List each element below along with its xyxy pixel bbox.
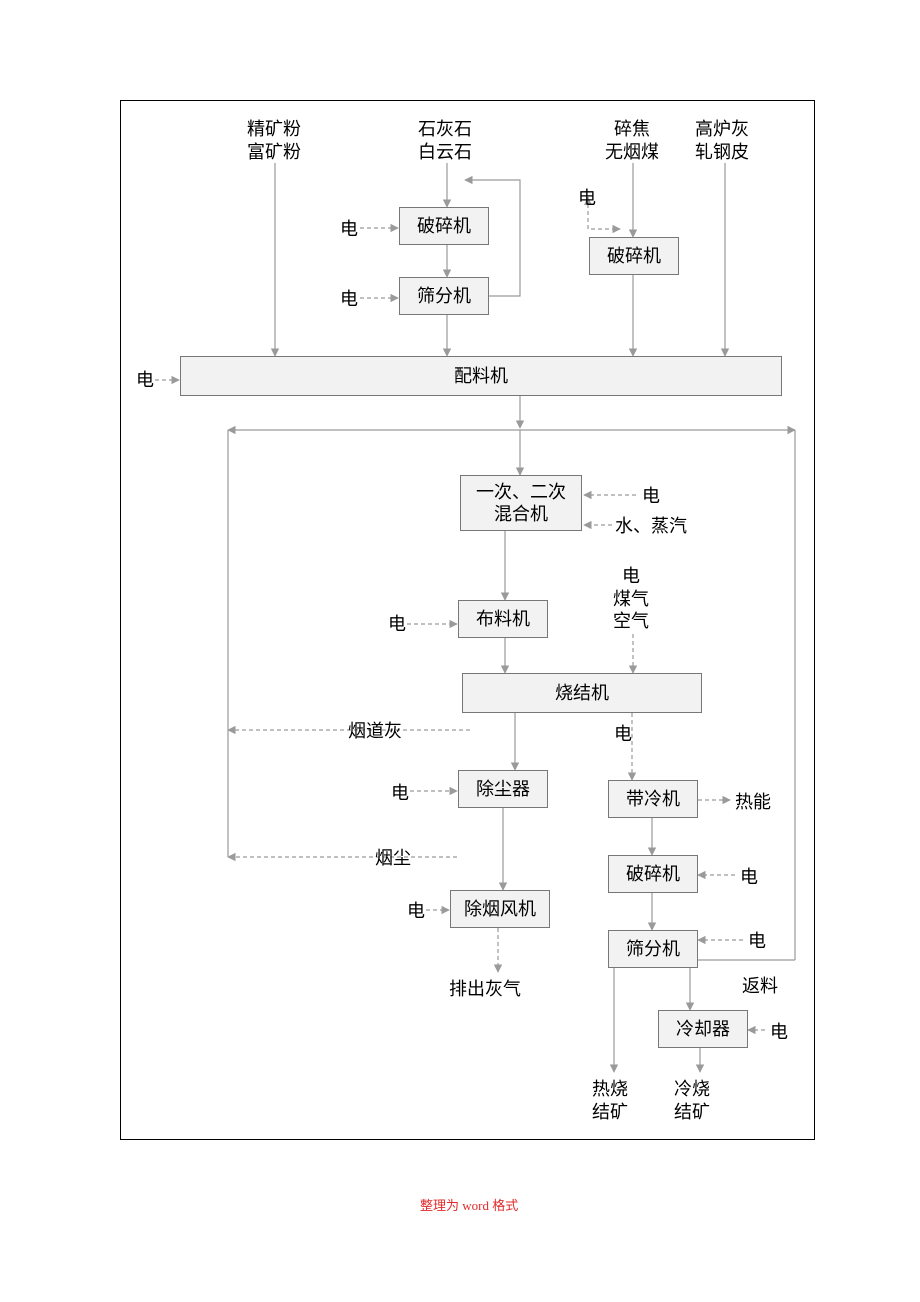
label-inp-suijiao: 碎焦无烟煤 [605,118,659,163]
node-n-distrib: 布料机 [458,600,548,638]
label-lbl-dian-sieve2: 电 [748,930,766,953]
node-n-crusher1: 破碎机 [399,207,489,245]
node-n-dedust: 除尘器 [458,770,548,808]
label-lbl-aircol: 电煤气空气 [613,565,649,633]
node-n-cooler: 冷却器 [658,1010,748,1048]
node-n-belt: 带冷机 [608,780,698,818]
node-n-sieve1: 筛分机 [399,277,489,315]
label-lbl-out-hot: 热烧结矿 [592,1078,628,1123]
label-lbl-dian-chuchen: 电 [391,782,409,805]
label-lbl-fanliao: 返料 [742,975,778,998]
label-lbl-dian-cooler2: 电 [770,1021,788,1044]
label-inp-jingkuang: 精矿粉富矿粉 [247,118,301,163]
node-n-sinter: 烧结机 [462,673,702,713]
page: 破碎机筛分机破碎机配料机一次、二次混合机布料机烧结机除尘器带冷机破碎机除烟风机筛… [0,0,920,1302]
label-lbl-dian-buliao: 电 [388,613,406,636]
label-lbl-reneng: 热能 [735,791,771,814]
label-lbl-dian-mix: 电 [642,485,660,508]
label-lbl-paichuhui: 排出灰气 [449,978,521,1001]
label-lbl-dian-crush3: 电 [740,866,758,889]
label-lbl-dian-cooler-line: 电 [614,723,632,746]
label-inp-gaolu: 高炉灰轧钢皮 [695,118,749,163]
label-lbl-dian-peiliao: 电 [136,369,154,392]
label-lbl-dian-pos1: 电 [340,218,358,241]
label-lbl-water: 水、蒸汽 [615,515,687,538]
label-lbl-yandaohui: 烟道灰 [348,720,402,743]
label-lbl-yanchen: 烟尘 [375,847,411,870]
node-n-crusher3: 破碎机 [608,855,698,893]
label-lbl-out-cold: 冷烧结矿 [674,1078,710,1123]
node-n-crusher2: 破碎机 [589,237,679,275]
footer-note: 整理为 word 格式 [420,1195,518,1214]
node-n-mixer: 一次、二次混合机 [460,475,582,531]
label-lbl-dian-fan: 电 [407,900,425,923]
label-inp-shihuishi: 石灰石白云石 [418,118,472,163]
node-n-batcher: 配料机 [180,356,782,396]
node-n-sieve2: 筛分机 [608,930,698,968]
label-lbl-dian-pos2: 电 [340,288,358,311]
node-n-fan: 除烟风机 [450,890,550,928]
label-lbl-dian-crush2: 电 [578,187,596,210]
